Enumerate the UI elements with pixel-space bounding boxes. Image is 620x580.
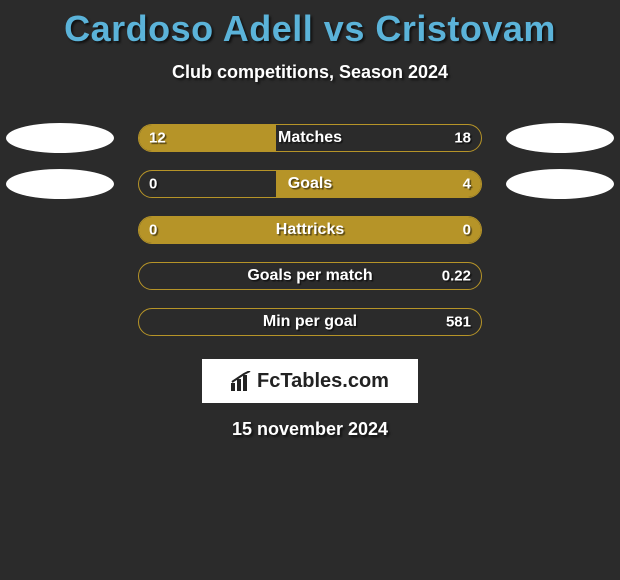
stat-bar-track: Hattricks 0 0 xyxy=(138,216,482,244)
player-ellipse-right xyxy=(506,123,614,153)
stat-bar-track: Min per goal 581 xyxy=(138,308,482,336)
page-title: Cardoso Adell vs Cristovam xyxy=(0,8,620,50)
stat-row: Goals per match 0.22 xyxy=(0,253,620,299)
stat-bar-track: Goals 0 4 xyxy=(138,170,482,198)
stat-value-left: 0 xyxy=(149,176,157,193)
stat-value-right: 18 xyxy=(454,130,471,147)
source-logo-text: FcTables.com xyxy=(257,370,389,393)
stat-value-right: 581 xyxy=(446,314,471,331)
stat-value-right: 0 xyxy=(463,222,471,239)
date-caption: 15 november 2024 xyxy=(0,419,620,440)
stat-value-left: 12 xyxy=(149,130,166,147)
player-ellipse-left xyxy=(6,169,114,199)
stat-label: Min per goal xyxy=(263,313,357,331)
stat-value-left: 0 xyxy=(149,222,157,239)
stat-label: Matches xyxy=(278,129,342,147)
bar-chart-icon xyxy=(231,371,253,391)
stat-row: Hattricks 0 0 xyxy=(0,207,620,253)
stat-bar-track: Goals per match 0.22 xyxy=(138,262,482,290)
subtitle: Club competitions, Season 2024 xyxy=(0,62,620,83)
source-logo: FcTables.com xyxy=(231,370,389,393)
stat-row: Matches 12 18 xyxy=(0,115,620,161)
stat-label: Goals xyxy=(288,175,332,193)
stats-comparison-card: Cardoso Adell vs Cristovam Club competit… xyxy=(0,0,620,440)
stat-value-right: 4 xyxy=(463,176,471,193)
stat-label: Hattricks xyxy=(276,221,344,239)
stat-rows: Matches 12 18 Goals 0 4 Hattricks 0 0 Goals per m… xyxy=(0,115,620,345)
stat-row: Min per goal 581 xyxy=(0,299,620,345)
player-ellipse-right xyxy=(506,169,614,199)
stat-label: Goals per match xyxy=(247,267,372,285)
player-ellipse-left xyxy=(6,123,114,153)
stat-row: Goals 0 4 xyxy=(0,161,620,207)
stat-value-right: 0.22 xyxy=(442,268,471,285)
source-logo-box: FcTables.com xyxy=(202,359,418,403)
stat-bar-track: Matches 12 18 xyxy=(138,124,482,152)
